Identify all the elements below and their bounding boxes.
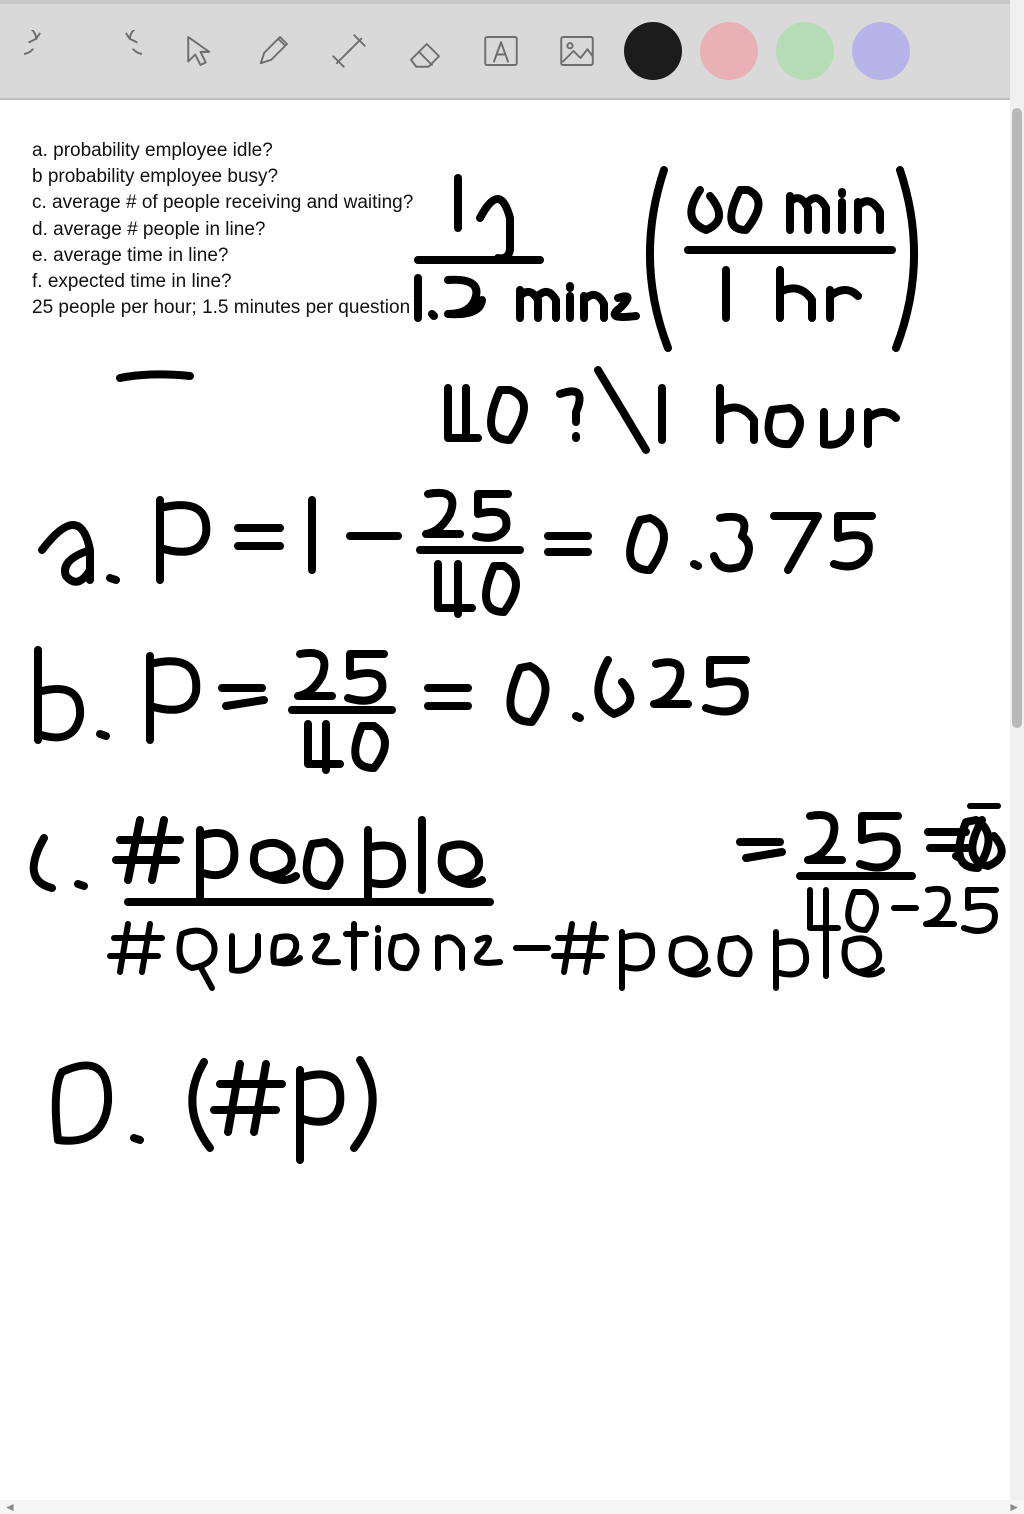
- pencil-button[interactable]: [244, 22, 302, 80]
- app-root: a. probability employee idle? b probabil…: [0, 0, 1024, 1514]
- eraser-icon: [404, 30, 446, 72]
- toolbar: [0, 0, 1024, 100]
- color-swatch-black[interactable]: [624, 22, 682, 80]
- undo-button[interactable]: [16, 22, 74, 80]
- text-box-button[interactable]: [472, 22, 530, 80]
- undo-icon: [24, 30, 66, 72]
- scroll-left-arrow[interactable]: ◄: [4, 1500, 16, 1514]
- pointer-button[interactable]: [168, 22, 226, 80]
- tools-icon: [328, 30, 370, 72]
- image-box-icon: [556, 30, 598, 72]
- eraser-button[interactable]: [396, 22, 454, 80]
- redo-icon: [100, 30, 142, 72]
- horizontal-scrollbar[interactable]: ◄ ►: [0, 1500, 1024, 1514]
- image-box-button[interactable]: [548, 22, 606, 80]
- vertical-scrollbar[interactable]: [1010, 0, 1024, 1514]
- handwriting-svg: [0, 100, 1010, 1500]
- redo-button[interactable]: [92, 22, 150, 80]
- color-swatch-purple[interactable]: [852, 22, 910, 80]
- pointer-icon: [176, 30, 218, 72]
- text-box-icon: [480, 30, 522, 72]
- vertical-scrollbar-thumb[interactable]: [1012, 108, 1022, 728]
- pencil-icon: [252, 30, 294, 72]
- color-swatch-pink[interactable]: [700, 22, 758, 80]
- tools-button[interactable]: [320, 22, 378, 80]
- drawing-canvas[interactable]: [0, 100, 1010, 1500]
- scroll-right-arrow[interactable]: ►: [1008, 1500, 1020, 1514]
- color-swatch-green[interactable]: [776, 22, 834, 80]
